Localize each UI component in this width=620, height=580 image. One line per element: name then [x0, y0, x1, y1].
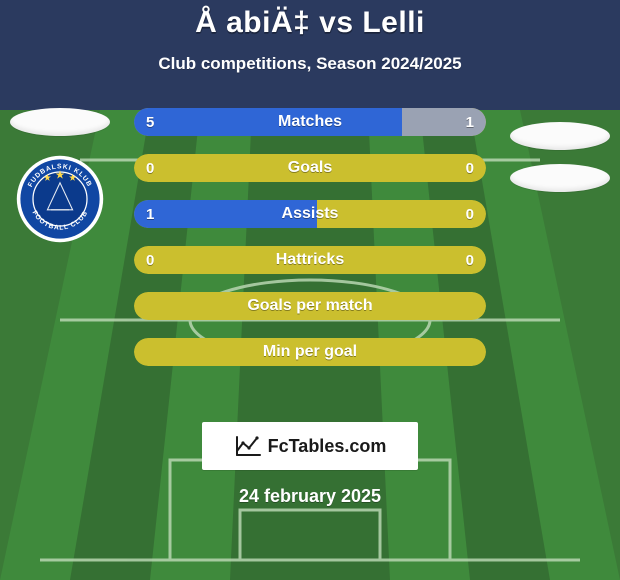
stat-bar: Goals00	[134, 154, 486, 182]
club-left-ellipse	[10, 108, 110, 136]
date-line: 24 february 2025	[0, 486, 620, 507]
stat-bars: Matches51Goals00Assists10Hattricks00Goal…	[134, 108, 486, 366]
stat-bar-track	[134, 246, 486, 274]
club-right-ellipse-1	[510, 122, 610, 150]
stat-bar-left-fill	[134, 200, 317, 228]
club-right	[510, 108, 610, 192]
stat-bar: Goals per match	[134, 292, 486, 320]
stat-bar-value-right: 0	[466, 200, 474, 228]
stat-bar-value-right: 0	[466, 246, 474, 274]
club-left-crest: FUDBALSKI KLUB FOOTBALL CLUB	[15, 154, 105, 244]
stat-bar-value-left: 1	[146, 200, 154, 228]
club-right-ellipse-2	[510, 164, 610, 192]
stat-bar-left-fill	[134, 108, 402, 136]
stat-bar-track	[134, 292, 486, 320]
stat-bar: Assists10	[134, 200, 486, 228]
fctables-icon	[234, 434, 262, 458]
stat-bar-value-left: 0	[146, 246, 154, 274]
stat-bar: Min per goal	[134, 338, 486, 366]
stat-bar-value-right: 0	[466, 154, 474, 182]
stat-bar: Hattricks00	[134, 246, 486, 274]
branding-text: FcTables.com	[268, 436, 387, 457]
page-subtitle: Club competitions, Season 2024/2025	[0, 54, 620, 74]
stat-bar-value-left: 0	[146, 154, 154, 182]
stat-bar-value-right: 1	[466, 108, 474, 136]
stat-bar: Matches51	[134, 108, 486, 136]
club-left: FUDBALSKI KLUB FOOTBALL CLUB	[10, 108, 110, 244]
stat-bar-value-left: 5	[146, 108, 154, 136]
stat-bar-track	[134, 338, 486, 366]
branding-badge: FcTables.com	[202, 422, 418, 470]
stat-bar-track	[134, 154, 486, 182]
comparison-stage: FUDBALSKI KLUB FOOTBALL CLUB	[0, 108, 620, 408]
page-title: Å abiÄ‡ vs Lelli	[0, 6, 620, 40]
